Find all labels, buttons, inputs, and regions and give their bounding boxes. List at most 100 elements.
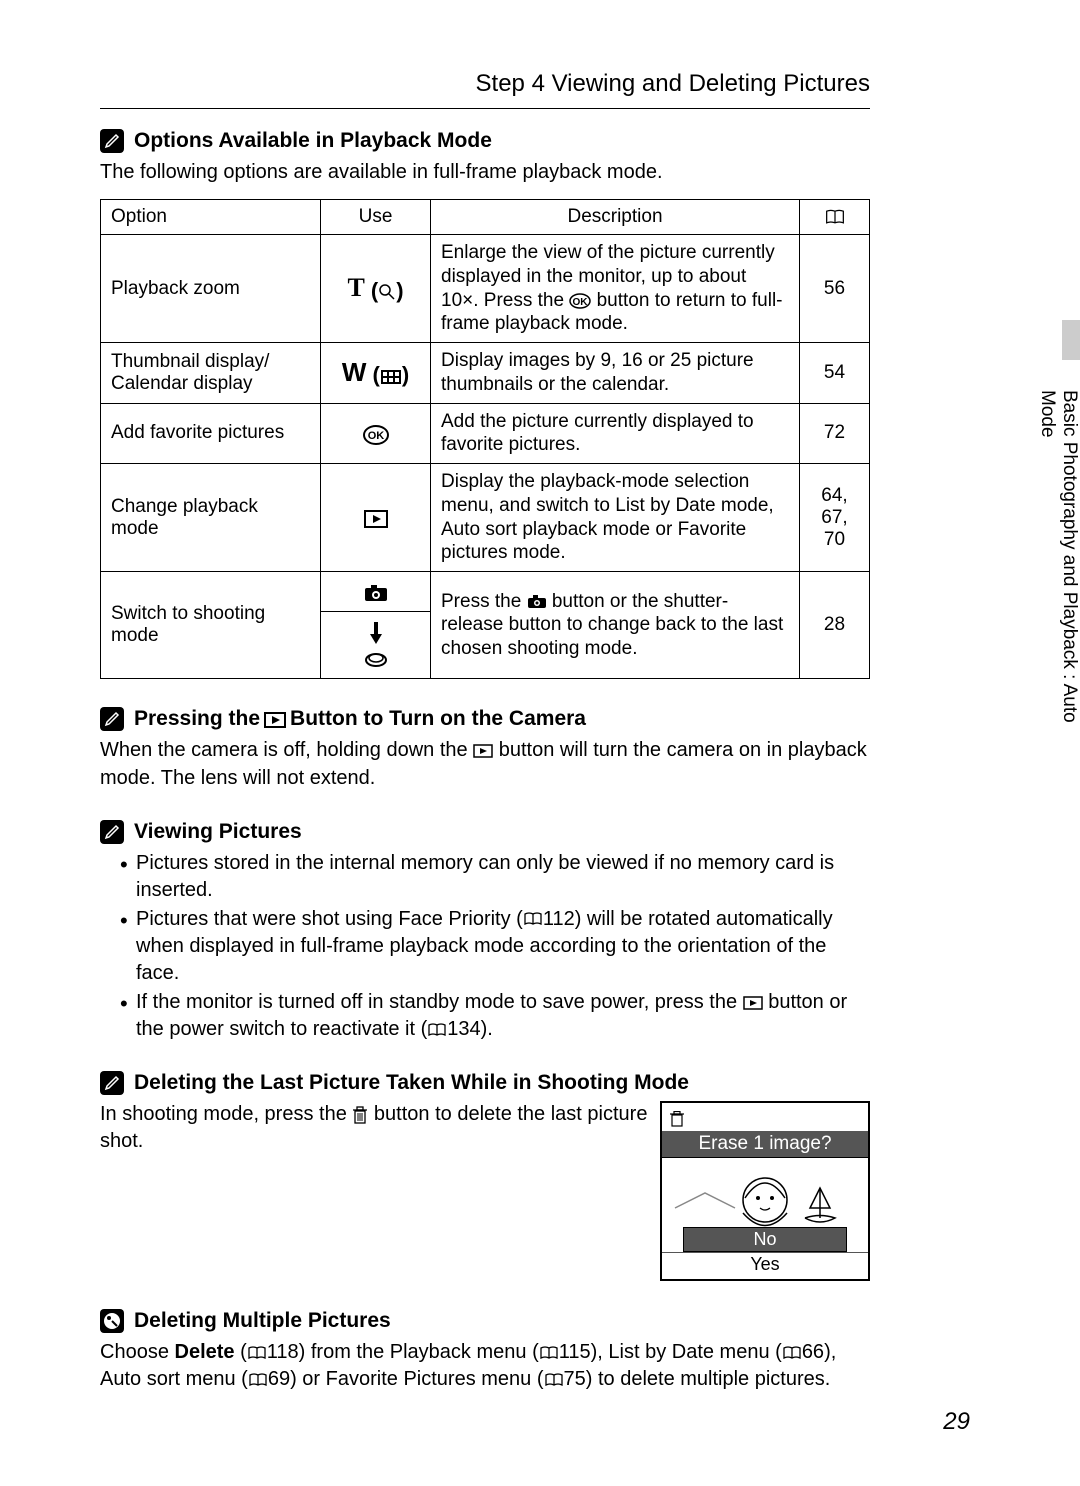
section2-text: When the camera is off, holding down the… xyxy=(100,737,870,791)
li3-pre: If the monitor is turned off in standby … xyxy=(136,991,743,1013)
r1-page: 56 xyxy=(800,235,870,343)
s5-ref4: 69 xyxy=(268,1368,290,1390)
r2-option: Thumbnail display/ Calendar display xyxy=(101,343,321,404)
r4-desc: Display the playback-mode selection menu… xyxy=(431,464,800,572)
s5-d: ), List by Date menu ( xyxy=(591,1341,782,1363)
th-use: Use xyxy=(321,200,431,235)
s5-b: ( xyxy=(235,1341,247,1363)
side-tab-marker xyxy=(1062,320,1080,360)
r3-option: Add favorite pictures xyxy=(101,403,321,464)
info-icon xyxy=(100,1309,124,1333)
r3-use: OK xyxy=(321,403,431,464)
s5-ref5: 75 xyxy=(564,1368,586,1390)
section3-title: Viewing Pictures xyxy=(100,820,870,844)
play-icon xyxy=(364,505,388,531)
erase-yes: Yes xyxy=(662,1252,868,1279)
r2-desc: Display images by 9, 16 or 25 picture th… xyxy=(431,343,800,404)
pencil-icon xyxy=(100,707,124,731)
s5-ref3: 66 xyxy=(802,1341,824,1363)
ok-icon: OK xyxy=(363,421,389,447)
section1-title-text: Options Available in Playback Mode xyxy=(134,129,492,153)
section4-title-text: Deleting the Last Picture Taken While in… xyxy=(134,1071,689,1095)
r2-use: W () xyxy=(321,343,431,404)
section4-title: Deleting the Last Picture Taken While in… xyxy=(100,1071,870,1095)
section2-title-pre: Pressing the xyxy=(134,707,260,731)
r3-page: 72 xyxy=(800,403,870,464)
book-ref-icon xyxy=(544,1366,564,1393)
s5-f: ) or Favorite Pictures menu ( xyxy=(290,1368,543,1390)
options-table: Option Use Description Playback zoom T (… xyxy=(100,199,870,679)
section2-text-pre: When the camera is off, holding down the xyxy=(100,739,473,761)
pencil-icon xyxy=(100,820,124,844)
r5-page: 28 xyxy=(800,572,870,679)
section2-title-post: Button to Turn on the Camera xyxy=(290,707,586,731)
play-icon xyxy=(743,989,763,1016)
li2-ref: 112 xyxy=(543,908,575,930)
shutter-down-icon xyxy=(331,620,420,670)
section4-text: In shooting mode, press the button to de… xyxy=(100,1101,650,1155)
r5-option: Switch to shooting mode xyxy=(101,572,321,679)
r5-desc-pre: Press the xyxy=(441,591,527,612)
th-desc: Description xyxy=(431,200,800,235)
section5-text: Choose Delete (118) from the Playback me… xyxy=(100,1339,870,1393)
camera-icon xyxy=(527,590,547,614)
book-ref-icon xyxy=(248,1366,268,1393)
section3-li2: Pictures that were shot using Face Prior… xyxy=(120,906,870,987)
r5-use-top xyxy=(321,572,431,612)
r5-desc: Press the button or the shutter-release … xyxy=(431,572,800,679)
r4-use xyxy=(321,464,431,572)
section5-title-text: Deleting Multiple Pictures xyxy=(134,1309,391,1333)
s5-g: ) to delete multiple pictures. xyxy=(586,1368,831,1390)
section3-li1: Pictures stored in the internal memory c… xyxy=(120,850,870,904)
section1-intro: The following options are available in f… xyxy=(100,159,870,185)
pencil-icon xyxy=(100,129,124,153)
s5-delete: Delete xyxy=(175,1341,235,1363)
step-header: Step 4 Viewing and Deleting Pictures xyxy=(100,70,870,109)
pencil-icon xyxy=(100,1071,124,1095)
section2-title: Pressing the Button to Turn on the Camer… xyxy=(100,707,870,731)
th-page xyxy=(800,200,870,235)
book-ref-icon xyxy=(782,1339,802,1366)
erase-no: No xyxy=(683,1227,848,1252)
s5-ref2: 115 xyxy=(559,1341,591,1363)
section3-li3: If the monitor is turned off in standby … xyxy=(120,989,870,1043)
thumbnail-icon: () xyxy=(373,362,410,388)
s5-c: ) from the Playback menu ( xyxy=(299,1341,539,1363)
r5-use-bottom xyxy=(321,612,431,679)
r1-option: Playback zoom xyxy=(101,235,321,343)
erase-dialog: Erase 1 image? No xyxy=(660,1101,870,1281)
erase-preview xyxy=(662,1157,868,1237)
section5-title: Deleting Multiple Pictures xyxy=(100,1309,870,1333)
svg-text:OK: OK xyxy=(367,430,384,442)
book-ref-icon xyxy=(247,1339,267,1366)
trash-icon xyxy=(352,1101,368,1128)
s4-pre: In shooting mode, press the xyxy=(100,1103,352,1125)
r1-desc: Enlarge the view of the picture currentl… xyxy=(431,235,800,343)
book-ref-icon xyxy=(523,906,543,933)
trash-icon xyxy=(670,1108,684,1129)
erase-question: Erase 1 image? xyxy=(662,1131,868,1157)
page-content: Step 4 Viewing and Deleting Pictures Opt… xyxy=(100,70,870,1393)
section1-title: Options Available in Playback Mode xyxy=(100,129,870,153)
r4-option: Change playback mode xyxy=(101,464,321,572)
r2-page: 54 xyxy=(800,343,870,404)
play-icon xyxy=(473,738,493,765)
play-icon xyxy=(264,707,286,731)
book-ref-icon xyxy=(427,1016,447,1043)
s5-a: Choose xyxy=(100,1341,175,1363)
li3-post: ). xyxy=(481,1018,493,1040)
r1-use: T () xyxy=(321,235,431,343)
ok-icon: OK xyxy=(569,289,591,313)
svg-text:OK: OK xyxy=(573,297,589,308)
book-ref-icon xyxy=(539,1339,559,1366)
section3-title-text: Viewing Pictures xyxy=(134,820,302,844)
r3-desc: Add the picture currently displayed to f… xyxy=(431,403,800,464)
r2-use-letter: W xyxy=(342,357,367,387)
section3-list: Pictures stored in the internal memory c… xyxy=(100,850,870,1044)
li3-ref: 134 xyxy=(447,1018,480,1040)
camera-icon xyxy=(363,579,389,605)
li2-pre: Pictures that were shot using Face Prior… xyxy=(136,908,523,930)
magnifier-icon: () xyxy=(371,278,404,304)
page-number: 29 xyxy=(943,1408,970,1436)
r1-use-letter: T xyxy=(347,273,364,302)
